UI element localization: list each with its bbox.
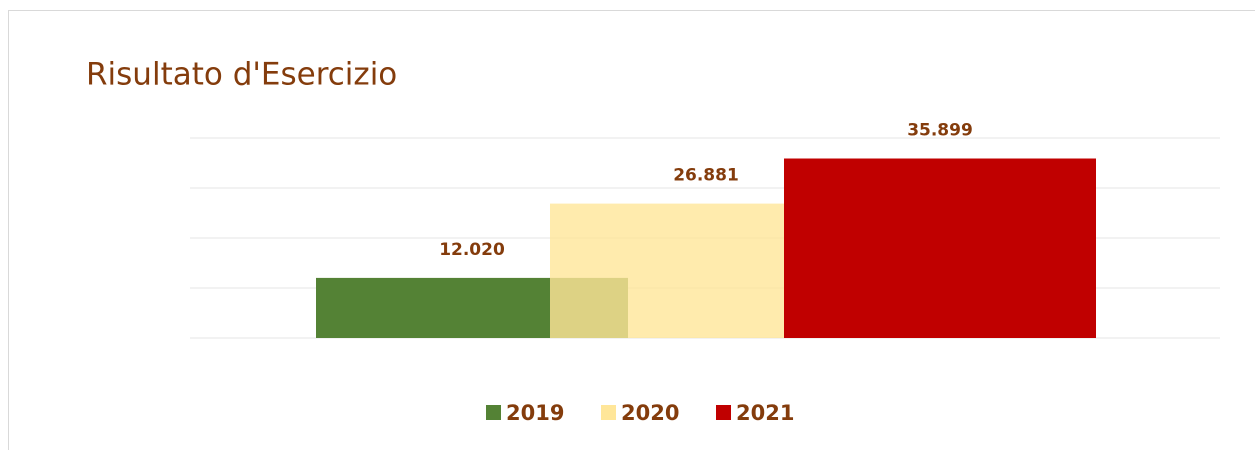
bar <box>784 158 1096 338</box>
legend-label: 2020 <box>621 401 679 425</box>
data-label: 12.020 <box>439 240 505 260</box>
chart-title: Risultato d'Esercizio <box>86 57 397 93</box>
legend-swatch <box>716 405 731 420</box>
legend-label: 2019 <box>506 401 564 425</box>
legend-label: 2021 <box>736 401 794 425</box>
legend-swatch <box>486 405 501 420</box>
data-label: 26.881 <box>673 166 739 186</box>
legend-swatch <box>601 405 616 420</box>
data-label: 35.899 <box>907 121 973 141</box>
